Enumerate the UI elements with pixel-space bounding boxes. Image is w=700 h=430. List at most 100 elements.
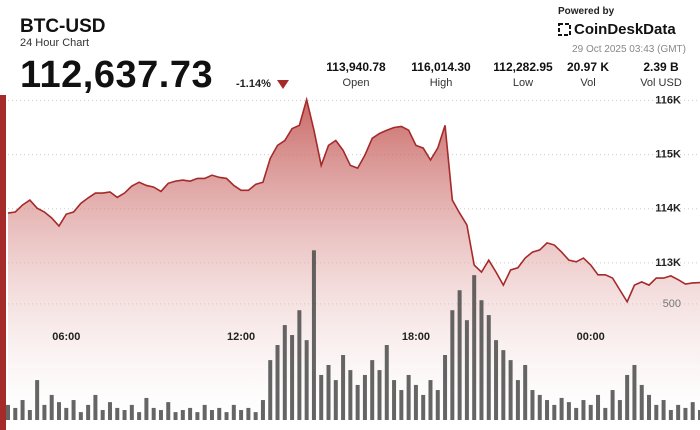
brand-logo [558,23,571,36]
price: 112,637.73 [20,54,214,96]
volume-bar [180,410,185,420]
volume-bar [603,407,608,420]
volume-bar [457,290,462,420]
volume-bar [413,384,418,420]
x-tick-label: 12:00 [227,331,255,343]
volume-bar [545,400,550,420]
volume-bar [690,402,695,420]
volume-bar [450,310,455,420]
volume-bar [661,400,666,420]
volume-bar [71,400,76,420]
volume-bar [202,404,207,420]
accent-stripe [0,95,6,430]
volume-bar [515,380,520,420]
volume-bar [625,374,630,420]
volume-bar [348,370,353,420]
volume-bar [64,407,69,420]
volume-bar [574,407,579,420]
volume-bar [224,412,229,420]
volume-bar [297,310,302,420]
stat: 112,282.95 Low [483,60,563,89]
area [8,99,700,420]
volume-bar [384,345,389,420]
volume-bar [676,404,681,420]
volume-bar [362,374,367,420]
volume-bar [268,360,273,420]
y-tick-label: 114K [655,203,681,215]
stat: 20.97 K Vol [548,60,628,89]
volume-bar [209,410,214,420]
volume-bar [370,360,375,420]
volume-bar [122,410,127,420]
volume-bar [508,360,513,420]
volume-bar [282,325,287,420]
y2-tick-label: 500 [663,298,681,310]
stat-label: Vol USD [640,77,682,89]
volume-bar [239,410,244,420]
volume-bar [530,390,535,420]
down-arrow [277,80,289,89]
stat-label: Low [512,77,534,89]
volume-bar [610,390,615,420]
stat: 2.39 B Vol USD [621,60,700,89]
volume-bar [566,402,571,420]
volume-bar [552,404,557,420]
volume-bar [275,345,280,420]
volume-bar [304,340,309,420]
volume-bar [253,412,258,420]
volume-bar [435,390,440,420]
volume-bar [173,412,178,420]
volume-bar [35,380,40,420]
volume-bar [217,407,222,420]
volume-bar [188,407,193,420]
volume-bar [355,384,360,420]
price-line [7,96,700,304]
volume-bar [129,404,134,420]
volume-bar [20,400,25,420]
volume-bar [683,407,688,420]
volume-bar [27,410,32,420]
volume-bar [290,335,295,420]
volume-bar [100,410,105,420]
stat-value: 116,014.30 [411,60,471,74]
volume-bar [479,300,484,420]
volume-bar [377,370,382,420]
volume-bar [698,410,700,420]
volume-bar [464,320,469,420]
volume-bar [86,404,91,420]
volume-bar [260,400,265,420]
volume-bar [333,380,338,420]
volume-bar [319,374,324,420]
volume-bar [326,364,331,420]
timestamp: 29 Oct 2025 03:43 (GMT) [572,44,686,55]
volume-bar [588,404,593,420]
volume-bar [6,404,10,420]
symbol: BTC-USD [20,16,106,37]
x-tick-label: 18:00 [402,331,430,343]
volume-bar [246,407,251,420]
y-tick-label: 113K [655,257,681,269]
change: -1.14% [236,78,271,90]
volume-bar [158,410,163,420]
volume-bar [647,394,652,420]
stat: 116,014.30 High [401,60,481,89]
stat-label: Open [342,77,370,89]
volume-bar [56,402,61,420]
volume-bar [151,407,156,420]
x-tick-label: 06:00 [52,331,80,343]
stat-value: 113,940.78 [326,60,386,74]
volume-bar [559,397,564,420]
volume-bar [632,364,637,420]
volume-bar [668,410,673,420]
volume-bar [472,275,477,420]
volume-bar [93,394,98,420]
volume-bar [523,364,528,420]
volume-bar [195,412,200,420]
stat-label: Vol [580,77,596,89]
stat-value: 112,282.95 [493,60,553,74]
volume-bar [115,407,120,420]
powered-by: Powered by [558,6,615,17]
subtitle: 24 Hour Chart [20,37,90,49]
volume-bar [617,400,622,420]
volume-bar [166,402,171,420]
